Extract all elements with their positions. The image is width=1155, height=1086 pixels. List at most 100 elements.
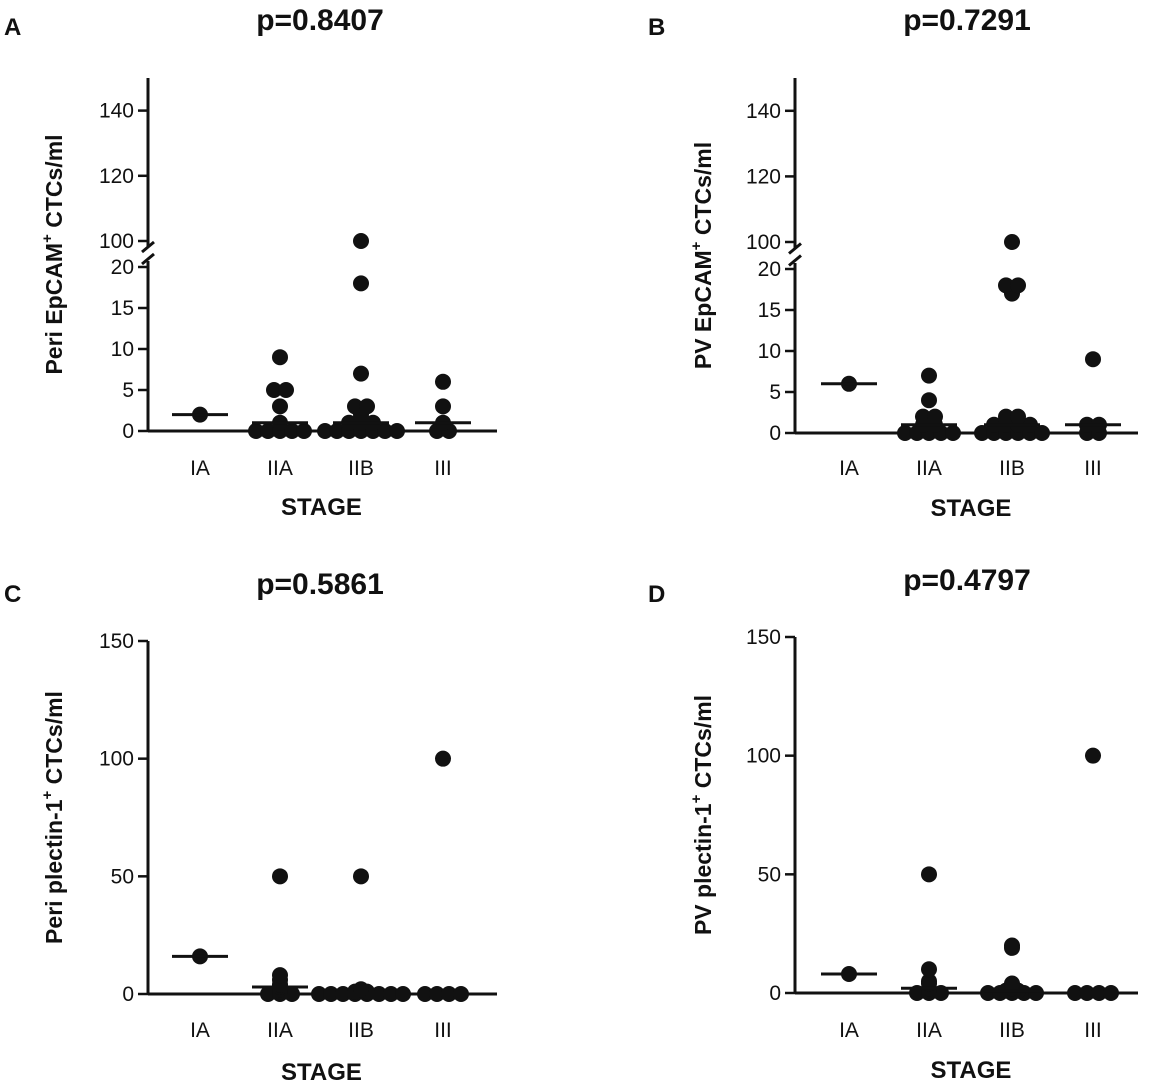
data-point-iib (311, 986, 327, 1002)
x-axis-title: STAGE (931, 495, 1012, 522)
x-category-label: III (434, 457, 452, 480)
panel-letter: C (4, 581, 21, 608)
x-category-label: IA (839, 1019, 859, 1042)
data-point-iia (260, 423, 276, 439)
data-point-iib (980, 985, 996, 1001)
data-point-iib (353, 233, 369, 249)
data-point-iii (1085, 351, 1101, 368)
data-point-iia (278, 382, 294, 398)
x-category-label: IA (190, 457, 210, 480)
y-tick-label: 50 (758, 863, 781, 886)
y-tick-label: 150 (746, 626, 781, 649)
data-point-iib (1034, 425, 1050, 441)
x-category-label: IA (190, 1019, 210, 1042)
y-tick-label: 0 (122, 420, 134, 443)
data-point-iib (353, 868, 369, 885)
data-point-iia (927, 408, 943, 425)
y-axis-title-part: CTCs/ml (690, 142, 716, 242)
y-tick-label: 50 (111, 865, 134, 888)
y-tick-label: 0 (769, 422, 781, 445)
y-tick-label: 120 (99, 165, 134, 188)
data-point-iia (921, 392, 937, 409)
chart-title: p=0.8407 (256, 4, 384, 37)
y-axis-title: Peri EpCAM+ CTCs/ml (39, 134, 67, 374)
y-tick-label: 5 (122, 379, 134, 402)
data-point-iia (266, 382, 282, 398)
data-point-iib (377, 423, 393, 439)
data-point-iii (435, 750, 451, 767)
y-axis-title: Peri plectin-1+ CTCs/ml (39, 691, 67, 944)
y-axis-title-part: Peri EpCAM (41, 243, 67, 375)
data-point-iii (435, 373, 451, 390)
data-point-iib (1004, 937, 1020, 954)
panel-letter: D (648, 581, 665, 608)
data-point-iia (272, 868, 288, 885)
x-category-label: IIA (267, 1019, 293, 1042)
axis-break-mark (788, 254, 802, 267)
panel-letter: B (648, 14, 665, 41)
data-point-iib (1010, 408, 1026, 425)
data-point-iib (1010, 277, 1026, 294)
data-point-iib (329, 423, 345, 439)
y-axis-title-part: Peri plectin-1 (41, 799, 67, 944)
x-axis-title: STAGE (281, 1059, 362, 1086)
axis-break-mark (788, 242, 802, 255)
data-point-iib (998, 408, 1014, 425)
x-category-label: III (434, 1019, 452, 1042)
data-point-iia (945, 425, 961, 441)
data-point-iia (272, 349, 288, 366)
data-point-iia (284, 986, 300, 1002)
chart-title: p=0.5861 (256, 568, 384, 601)
data-point-iib (1004, 975, 1020, 992)
y-axis-title-part: CTCs/ml (41, 134, 67, 234)
chart-title: p=0.4797 (903, 564, 1031, 597)
y-tick-label: 15 (111, 297, 134, 320)
data-point-iib (383, 986, 399, 1002)
y-axis-title-part: CTCs/ml (690, 695, 716, 795)
y-tick-label: 150 (99, 630, 134, 653)
x-category-label: IIB (348, 1019, 374, 1042)
axis-break-mark (141, 252, 155, 266)
y-tick-label: 20 (111, 256, 134, 279)
data-point-iia (260, 986, 276, 1002)
y-axis-title: PV EpCAM+ CTCs/ml (688, 142, 716, 369)
y-tick-label: 0 (122, 983, 134, 1006)
y-tick-label: 140 (99, 100, 134, 123)
x-category-label: IIA (916, 1019, 942, 1042)
data-point-iii (1085, 747, 1101, 764)
data-point-iia (897, 425, 913, 441)
data-point-iia (921, 866, 937, 883)
data-point-iib (998, 277, 1014, 294)
y-axis-title-superscript: + (39, 791, 56, 800)
y-axis-title: PV plectin-1+ CTCs/ml (688, 695, 716, 935)
y-axis-title-part: CTCs/ml (41, 691, 67, 791)
data-point-iib (974, 425, 990, 441)
data-point-iia (248, 423, 264, 439)
y-tick-label: 15 (758, 299, 781, 322)
y-axis-title-superscript: + (688, 794, 705, 803)
x-category-label: IIA (916, 457, 942, 480)
y-tick-label: 120 (746, 165, 781, 188)
data-point-iib (323, 986, 339, 1002)
data-point-iib (317, 423, 333, 439)
y-tick-label: 20 (758, 258, 781, 281)
data-point-iia (284, 423, 300, 439)
data-point-iia (921, 961, 937, 978)
x-category-label: III (1084, 1019, 1102, 1042)
data-point-iia (915, 408, 931, 425)
data-point-iib (347, 398, 363, 415)
data-point-iia (921, 973, 937, 990)
y-tick-label: 140 (746, 100, 781, 123)
y-axis-title-superscript: + (688, 241, 705, 250)
data-point-iia (272, 967, 288, 984)
panel-letter: A (4, 14, 21, 41)
x-category-label: IIA (267, 457, 293, 480)
x-category-label: IA (839, 457, 859, 480)
data-point-iib (353, 275, 369, 292)
data-point-iib (395, 986, 411, 1002)
